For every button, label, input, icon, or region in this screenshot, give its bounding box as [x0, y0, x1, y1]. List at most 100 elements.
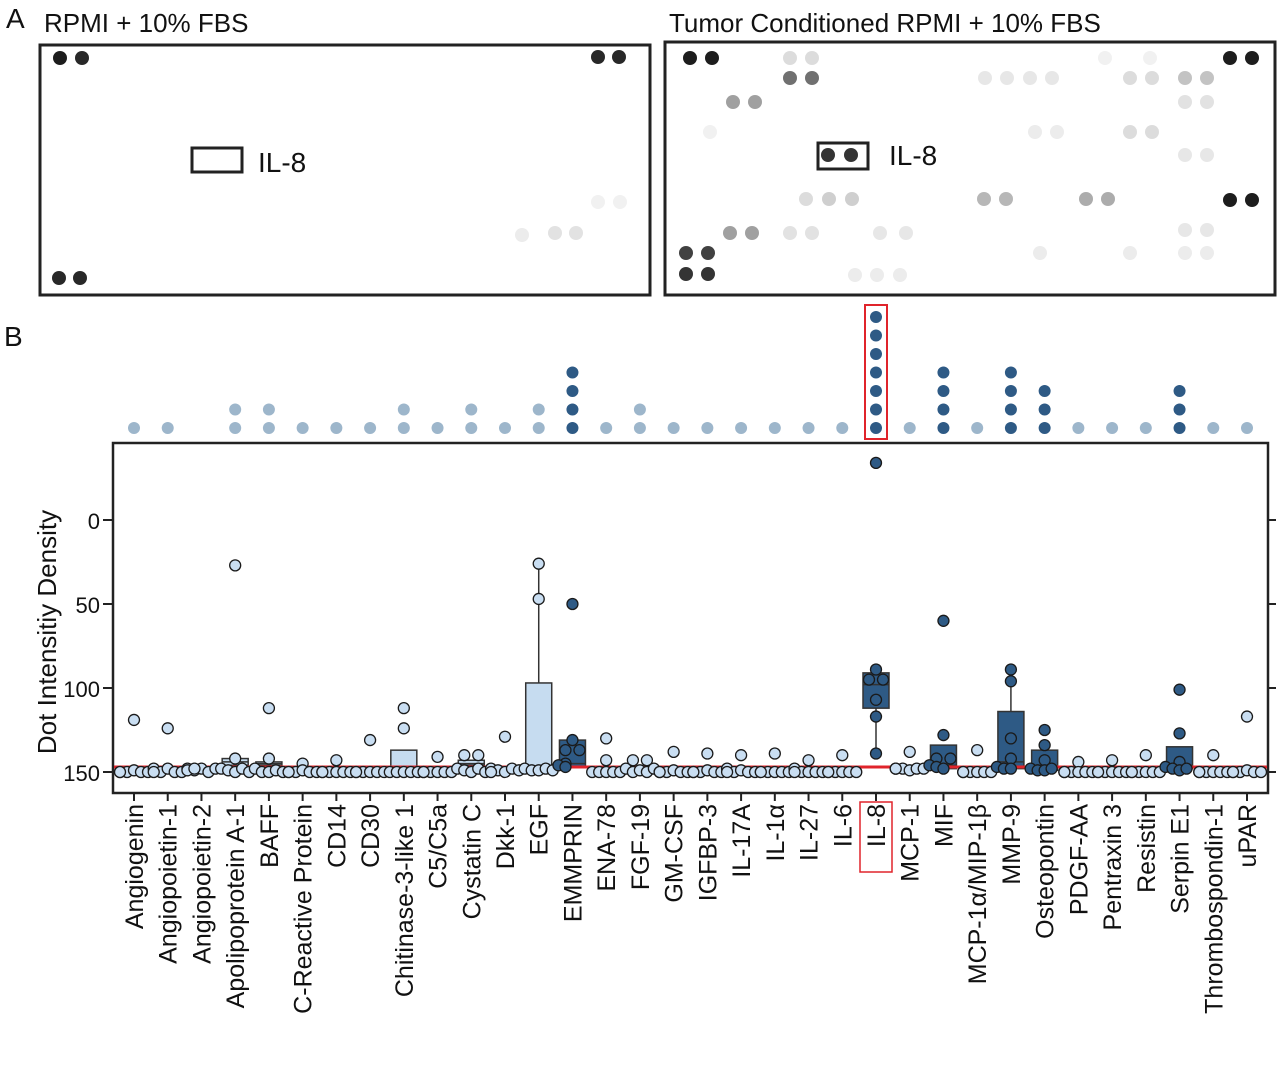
data-point	[559, 760, 572, 774]
blot-spot	[1223, 51, 1237, 65]
blot-spot	[53, 51, 67, 65]
data-point	[484, 765, 498, 779]
data-point	[1180, 762, 1193, 775]
top-dot	[262, 422, 275, 434]
top-dot	[566, 366, 579, 379]
blot-spot	[822, 192, 836, 206]
x-tick-label-EMMPRIN: EMMPRIN	[559, 804, 587, 922]
data-point	[1105, 754, 1119, 767]
x-tick-label-EGF: EGF	[526, 804, 554, 855]
top-dot	[1038, 403, 1051, 416]
blot-spot	[591, 195, 605, 209]
x-tick-label-ENA-78: ENA-78	[593, 804, 621, 892]
top-dot	[229, 422, 242, 434]
top-dot	[1139, 422, 1152, 434]
data-point	[316, 765, 329, 779]
top-dot	[1004, 403, 1017, 416]
top-dot	[330, 422, 343, 434]
data-point	[937, 762, 950, 775]
data-point	[667, 745, 680, 758]
y-axis: 0 50 100 150	[63, 509, 1276, 786]
top-dot	[1173, 385, 1186, 397]
data-point	[876, 673, 890, 686]
data-point	[687, 765, 700, 779]
x-tick-label-IL-17A: IL-17A	[728, 804, 756, 878]
data-point	[147, 765, 160, 779]
x-tick-label-C5/C5a: C5/C5a	[425, 804, 453, 889]
data-point	[1058, 765, 1071, 779]
data-point	[836, 749, 849, 762]
blot-spot	[783, 71, 797, 85]
data-point	[573, 744, 586, 757]
blot-spot	[1123, 125, 1137, 139]
top-dot	[1038, 385, 1051, 397]
blot-spot	[52, 271, 66, 285]
data-point	[1125, 765, 1138, 779]
x-tick-label-Osteopontin: Osteopontin	[1032, 804, 1060, 939]
x-tick-label-MIF: MIF	[930, 804, 958, 847]
top-dot	[128, 422, 140, 434]
top-dot	[1207, 422, 1220, 434]
data-point	[768, 747, 781, 760]
top-dot	[1106, 422, 1119, 434]
blot-spot	[701, 267, 715, 281]
top-dot	[1072, 422, 1085, 434]
panel-b-label: B	[4, 321, 23, 352]
left-il8-highlight-box	[190, 146, 244, 174]
top-dot	[870, 403, 882, 416]
top-dot	[262, 403, 275, 416]
right-blot-title: Tumor Conditioned RPMI + 10% FBS	[669, 8, 1101, 38]
blot-spot	[1033, 246, 1047, 260]
right-il8-highlight-box	[816, 141, 870, 171]
blot-spot	[821, 148, 835, 162]
data-point	[282, 765, 295, 779]
blot-spot	[1178, 95, 1192, 109]
blot-spot	[612, 50, 626, 64]
x-tick-label-IGFBP-3: IGFBP-3	[694, 804, 722, 901]
blot-spot	[1028, 125, 1042, 139]
top-dot	[768, 422, 781, 434]
data-point	[1038, 738, 1051, 752]
top-dot	[431, 422, 444, 434]
data-point	[532, 592, 545, 606]
data-point	[850, 765, 863, 779]
blot-spot	[726, 95, 740, 109]
data-point	[701, 747, 714, 760]
blot-spot	[805, 51, 819, 65]
blot-spot	[1245, 193, 1259, 207]
blot-spot	[701, 246, 715, 260]
x-tick-label-Angiogenin: Angiogenin	[121, 804, 149, 929]
top-dot	[870, 385, 882, 397]
blot-spot	[893, 268, 907, 282]
data-point	[262, 702, 276, 715]
x-tick-label-Cystatin C: Cystatin C	[458, 804, 486, 919]
blot-spot	[783, 226, 797, 240]
blot-spot	[783, 51, 797, 65]
top-dot	[633, 403, 646, 416]
data-point	[127, 713, 141, 727]
blot-spot	[679, 267, 693, 281]
blot-spot	[1178, 71, 1192, 85]
data-point	[869, 456, 883, 470]
data-point	[363, 733, 377, 747]
blot-spot	[844, 148, 858, 162]
highlight-top-box	[864, 304, 888, 440]
data-point	[1254, 765, 1268, 779]
data-point	[1226, 765, 1240, 779]
top-dot	[566, 403, 579, 416]
blot-spot	[1245, 51, 1259, 65]
data-point	[113, 765, 127, 779]
left-il8-label: IL-8	[258, 147, 306, 178]
data-point	[229, 559, 242, 572]
blot-spot	[1223, 193, 1237, 207]
blot-spot	[1145, 71, 1159, 85]
data-point	[822, 765, 835, 779]
x-tick-label-MCP-1: MCP-1	[897, 804, 925, 882]
panel-a-label: A	[6, 3, 25, 34]
blot-spot	[1200, 71, 1214, 85]
top-dot	[735, 422, 748, 434]
blot-spot	[748, 95, 762, 109]
blot-spot	[1050, 125, 1064, 139]
plot-area	[113, 456, 1268, 779]
